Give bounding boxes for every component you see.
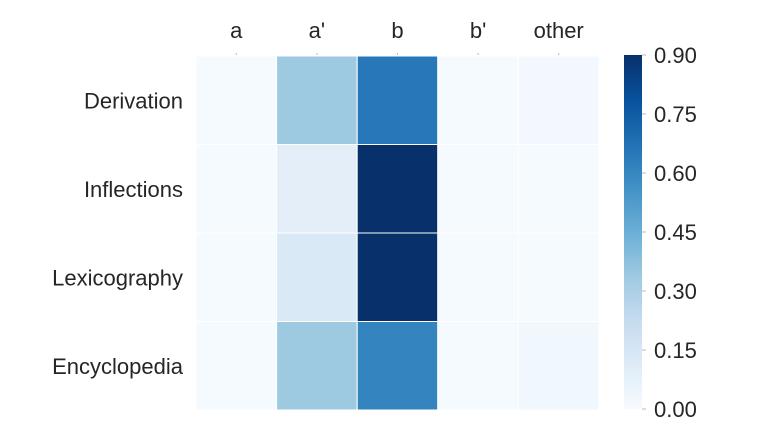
- heatmap-cell: [195, 321, 278, 411]
- column-label: a: [230, 18, 243, 43]
- colorbar-ticks: 0.00 0.15 0.30 0.45 0.60 0.75 0.90: [642, 43, 697, 422]
- heatmap-cell: [517, 55, 600, 145]
- heatmap-cell: [356, 144, 439, 234]
- heatmap-cell: [195, 232, 278, 322]
- heatmap-cells: [195, 55, 600, 411]
- heatmap-cell: [437, 321, 519, 411]
- column-labels: a a' b b' other: [230, 18, 584, 55]
- heatmap-cell: [195, 55, 278, 145]
- heatmap-cell: [276, 321, 358, 411]
- colorbar-tick-label: 0.30: [654, 279, 697, 304]
- colorbar-tick-label: 0.90: [654, 43, 697, 68]
- column-label: a': [309, 18, 325, 43]
- heatmap-cell: [195, 144, 278, 234]
- column-label: b': [470, 18, 486, 43]
- colorbar-tick-label: 0.00: [654, 397, 697, 422]
- colorbar-tick-label: 0.45: [654, 220, 697, 245]
- colorbar-tick-label: 0.75: [654, 102, 697, 127]
- heatmap-cell: [437, 232, 519, 322]
- colorbar-gradient: [624, 55, 642, 409]
- heatmap-cell: [276, 144, 358, 234]
- row-label: Inflections: [84, 177, 183, 202]
- heatmap-cell: [276, 232, 358, 322]
- colorbar-tick-label: 0.60: [654, 161, 697, 186]
- column-label: b: [391, 18, 403, 43]
- heatmap-cell: [356, 55, 439, 145]
- colorbar: 0.00 0.15 0.30 0.45 0.60 0.75 0.90: [624, 43, 697, 422]
- heatmap-cell: [517, 144, 600, 234]
- heatmap-cell: [437, 144, 519, 234]
- heatmap-cell: [356, 232, 439, 322]
- row-labels: Derivation Inflections Lexicography Encyclo…: [52, 88, 184, 379]
- heatmap-cell: [356, 321, 439, 411]
- row-label: Derivation: [84, 88, 183, 113]
- heatmap-cell: [276, 55, 358, 145]
- heatmap-cell: [517, 321, 600, 411]
- row-label: Lexicography: [52, 265, 183, 290]
- row-label: Encyclopedia: [52, 354, 184, 379]
- colorbar-tick-label: 0.15: [654, 338, 697, 363]
- column-label: other: [534, 18, 584, 43]
- heatmap-cell: [437, 55, 519, 145]
- heatmap-cell: [517, 232, 600, 322]
